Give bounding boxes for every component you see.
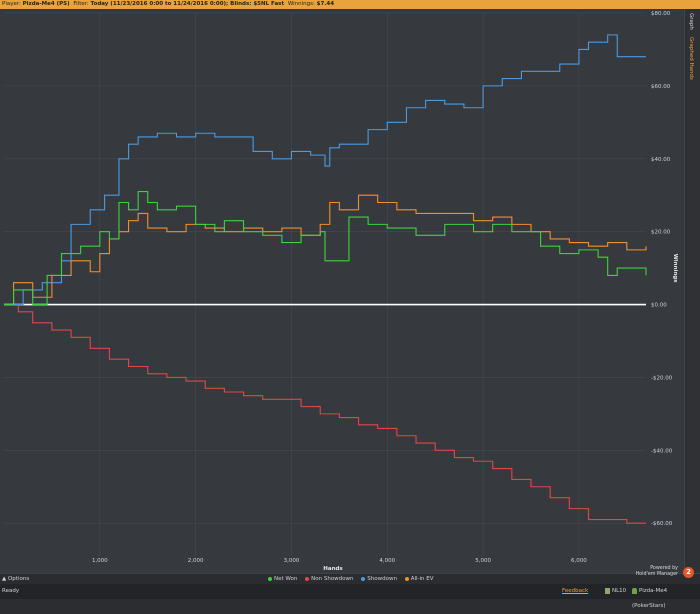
status-bar: Ready Feedback NL10 Pizda-Me4 (PokerStar…: [0, 584, 700, 609]
net-won-swatch: [268, 576, 272, 581]
stakes-icon: [605, 587, 610, 594]
stakes-label: NL10: [612, 588, 627, 594]
y-tick-label: -$40.00: [651, 448, 673, 454]
axis-labels: 1,000 2,000 3,000 4,000 5,000 6,000 $80.00 $60.…: [92, 11, 678, 572]
player-name: Pizda-Me4 (PS): [22, 1, 70, 7]
y-tick-label: -$20.00: [651, 375, 673, 381]
non-showdown-line: [4, 303, 646, 524]
winnings-label: Winnings:: [287, 1, 315, 7]
legend-item-non-showdown[interactable]: Non Showdown: [305, 576, 354, 582]
status-ready: Ready: [2, 588, 20, 594]
y-tick-label: $80.00: [651, 11, 671, 17]
legend-label-showdown: Showdown: [367, 576, 397, 582]
legend-label-non-showdown: Non Showdown: [311, 576, 354, 582]
stakes-indicator[interactable]: NL10: [605, 584, 626, 599]
x-tick-label: 4,000: [379, 558, 395, 564]
filter-bar: Player: Pizda-Me4 (PS) Filter: Today (11…: [0, 0, 700, 9]
tab-graph[interactable]: Graph: [688, 13, 694, 30]
filter-label: Filter:: [73, 1, 89, 7]
legend-item-net-won[interactable]: Net Won: [268, 576, 297, 582]
non-showdown-swatch: [305, 576, 310, 581]
x-tick-label: 2,000: [188, 558, 204, 564]
y-tick-label: $60.00: [651, 84, 671, 90]
x-tick-label: 5,000: [475, 558, 491, 564]
options-button[interactable]: ▲ Options: [2, 576, 30, 582]
y-tick-label: -$60.00: [651, 521, 673, 527]
legend-label-allin-ev: All-in EV: [410, 576, 434, 582]
showdown-line: [4, 34, 646, 306]
graph-panel: 1,000 2,000 3,000 4,000 5,000 6,000 $80.00 $60.…: [0, 9, 684, 573]
legend-item-allin-ev[interactable]: All-in EV: [404, 576, 434, 582]
hm2-logo-icon: 2: [683, 567, 694, 578]
legend-bar: ▲ Options Net Won Non Showdown Showdown …: [0, 566, 700, 584]
allin-ev-line: [4, 194, 647, 306]
branding: Powered by Hold'em Manager: [636, 566, 678, 578]
player-label: Player:: [2, 1, 21, 7]
side-tabs: Graph Graphed Hands: [684, 9, 700, 573]
legend-item-showdown[interactable]: Showdown: [361, 576, 397, 582]
y-tick-label: $40.00: [651, 157, 671, 163]
y-tick-label: $0.00: [651, 303, 667, 309]
account-indicator[interactable]: Pizda-Me4 (PokerStars): [632, 584, 700, 614]
tab-graphed-hands[interactable]: Graphed Hands: [688, 37, 694, 80]
feedback-link[interactable]: Feedback: [562, 588, 589, 594]
x-axis-label: Hands: [323, 566, 343, 572]
x-tick-label: 1,000: [92, 558, 108, 564]
y-tick-label: $20.00: [651, 230, 671, 236]
player-icon: [632, 587, 637, 594]
series-lines: [4, 34, 647, 524]
filter-value: Today (11/23/2016 0:00 to 11/24/2016 0:0…: [90, 1, 285, 7]
y-axis-label: Winnings: [672, 254, 678, 284]
powered-by-text: Powered by: [650, 566, 678, 571]
winnings-chart[interactable]: 1,000 2,000 3,000 4,000 5,000 6,000 $80.00 $60.…: [0, 9, 684, 573]
winnings-value: $7.44: [316, 1, 335, 7]
grid: [4, 12, 646, 556]
legend-label-net-won: Net Won: [274, 576, 298, 582]
allin-ev-swatch: [404, 576, 409, 581]
chart-legend: Net Won Non Showdown Showdown All-in EV: [268, 575, 440, 583]
product-name: Hold'em Manager: [635, 572, 678, 577]
net-won-line: [4, 191, 647, 306]
x-tick-label: 6,000: [571, 558, 587, 564]
x-tick-label: 3,000: [284, 558, 300, 564]
showdown-swatch: [361, 576, 366, 581]
